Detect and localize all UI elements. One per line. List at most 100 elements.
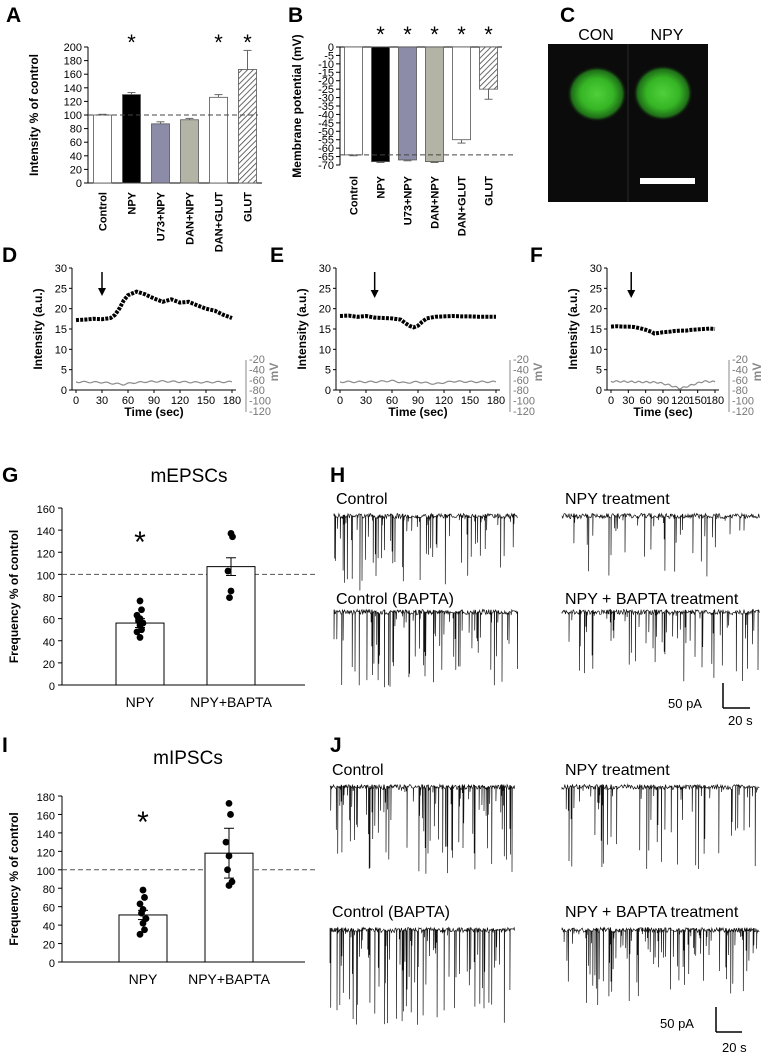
data-point: [136, 634, 144, 641]
y-tick-label: -50: [318, 126, 334, 138]
y2-tick-label: -20: [732, 354, 748, 366]
y-axis-label: Frequency % of control: [7, 530, 21, 663]
y-tick-label: 20: [55, 304, 67, 316]
y-tick-label: 5: [325, 365, 331, 377]
data-point: [133, 628, 141, 636]
y2-tick-label: -120: [732, 406, 754, 418]
y-axis-label: Frequency % of control: [7, 812, 21, 945]
y-tick-label: 80: [70, 124, 82, 136]
y-tick-label: 30: [55, 263, 67, 275]
y-tick-label: 120: [37, 548, 55, 560]
bar-DAN+NPY: [425, 46, 444, 163]
y2-tick-label: -120: [513, 406, 535, 418]
y2-tick-label: -80: [513, 385, 529, 397]
category-label: GLUT: [243, 192, 255, 222]
significance-star: *: [376, 22, 385, 47]
y-tick-label: 140: [37, 829, 55, 841]
trace-label-control: Control: [332, 762, 384, 779]
y2-tick-label: -40: [249, 364, 265, 376]
data-point: [136, 900, 144, 908]
y-axis-label: Intensity (a.u.): [566, 288, 580, 369]
category-label: GLUT: [484, 176, 496, 206]
bar-DAN+GLUT: [209, 96, 228, 184]
panel-I-bar-chart: 0 20 40 60 80 100 120 140 160 180 Frequency % of c…: [7, 748, 315, 987]
significance-star: *: [484, 22, 493, 47]
y2-tick-label: -100: [732, 396, 754, 408]
y2-tick-label: -20: [513, 354, 529, 366]
significance-star: *: [137, 806, 149, 839]
y-tick-label: 10: [590, 344, 602, 356]
scale-current-label: 50 pA: [660, 1016, 694, 1031]
y-tick-label: 120: [64, 96, 82, 108]
bar-Control: [93, 114, 112, 184]
bar-DAN+GLUT: [452, 46, 471, 141]
trace-label-control-bapta: Control (BAPTA): [336, 591, 454, 608]
panel-letter-B: B: [288, 4, 303, 27]
x-axis-label: Time (sec): [388, 405, 447, 419]
panel-letter-A: A: [6, 4, 21, 27]
y-tick-label: 100: [64, 110, 82, 122]
y-tick-label: 120: [37, 847, 55, 859]
data-point: [138, 909, 145, 917]
significance-star: *: [127, 30, 136, 55]
y-tick-label: -55: [318, 135, 334, 147]
y2-axis-label: mV: [267, 363, 281, 382]
data-point: [229, 533, 236, 541]
data-point: [226, 594, 233, 602]
data-point: [227, 811, 234, 818]
trace-label-npy-bapta: NPY + BAPTA treatment: [565, 904, 739, 921]
y-tick-label: 5: [61, 365, 67, 377]
y2-tick-label: -60: [513, 375, 529, 387]
y2-tick-label: -120: [249, 406, 271, 418]
data-point: [139, 919, 147, 927]
y-tick-label: 80: [43, 884, 55, 896]
y-tick-label: 0: [328, 42, 334, 54]
y-tick-label: 60: [70, 137, 82, 149]
x-tick-label: 0: [73, 395, 79, 407]
y-tick-label: 0: [325, 385, 331, 397]
y-axis-label: Membrane potential (mV): [290, 34, 304, 177]
mipsc-trace-control: [329, 783, 516, 874]
panel-letter-J: J: [330, 734, 342, 757]
panel-J-traces: Control NPY treatment Control (BAPTA) NP…: [329, 762, 760, 1055]
panel-letter-I: I: [2, 734, 8, 757]
significance-star: *: [214, 30, 223, 55]
y-axis-label: Intensity (a.u.): [31, 288, 45, 369]
y-tick-label: 20: [590, 304, 602, 316]
y-tick-label: 40: [43, 921, 55, 933]
category-label: NPY: [127, 191, 139, 214]
y-tick-label: 25: [590, 283, 602, 295]
panel-letter-H: H: [330, 464, 345, 487]
y-tick-label: 20: [43, 659, 55, 671]
stimulus-arrow-head: [627, 290, 636, 298]
trace-label-npy-bapta: NPY + BAPTA treatment: [565, 591, 739, 608]
bar-U73+NPY: [151, 123, 170, 184]
y-tick-label: 0: [596, 385, 602, 397]
y-tick-label: -70: [318, 160, 334, 172]
y-tick-label: -45: [318, 118, 334, 130]
y-tick-label: -5: [324, 50, 334, 62]
y-tick-label: 0: [49, 958, 55, 970]
trace-label-npy: NPY treatment: [565, 762, 670, 779]
bar-GLUT: [238, 69, 257, 184]
mipsc-trace-control-bapta: [329, 926, 516, 1025]
y-tick-label: 160: [37, 504, 55, 516]
x-tick-label: 30: [622, 395, 634, 407]
mipsc-trace-npy: [561, 783, 760, 870]
y2-tick-label: -60: [249, 375, 265, 387]
data-point: [139, 886, 147, 894]
x-tick-label: 180: [487, 395, 505, 407]
y-tick-label: 15: [590, 324, 602, 336]
x-tick-label: 60: [386, 395, 398, 407]
x-tick-label: 30: [360, 395, 372, 407]
y-tick-label: -60: [318, 143, 334, 155]
category-label: NPY: [126, 694, 155, 710]
y-tick-label: 160: [64, 69, 82, 81]
y2-tick-label: -80: [732, 385, 748, 397]
data-point: [227, 587, 235, 595]
x-tick-label: 90: [657, 395, 669, 407]
mepsc-trace-control-bapta: [333, 608, 519, 688]
y-tick-label: -35: [318, 101, 334, 113]
